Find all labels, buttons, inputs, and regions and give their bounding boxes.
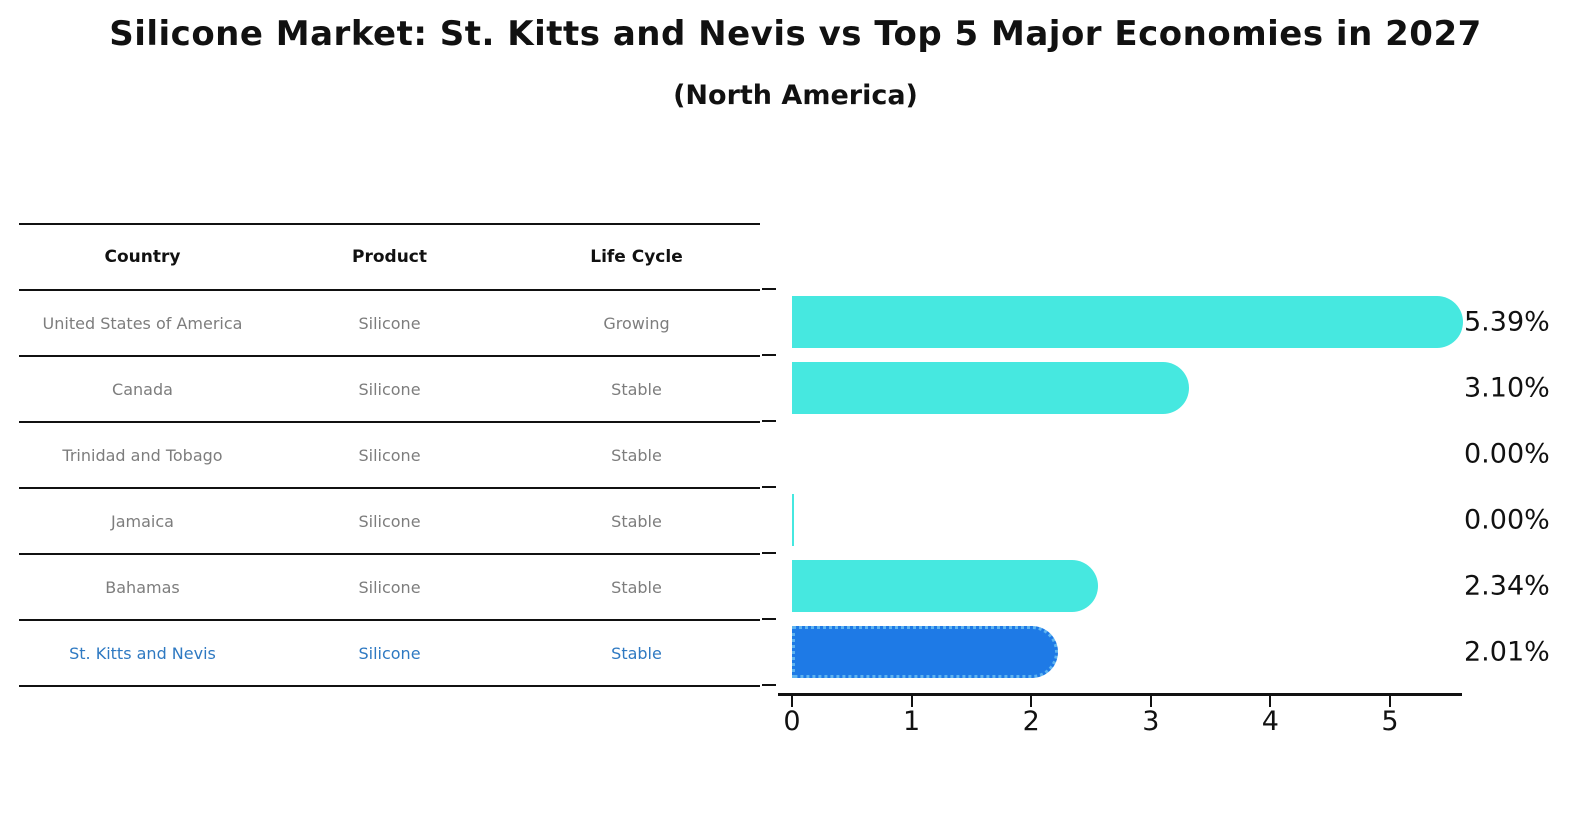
value-label: 5.39% (1464, 306, 1550, 338)
y-tick (762, 288, 776, 290)
value-label: 0.00% (1464, 504, 1550, 536)
value-label: 2.01% (1464, 636, 1550, 668)
highlight-bar (792, 626, 1058, 678)
column-header-country: Country (104, 247, 181, 267)
x-tick-label: 1 (903, 706, 921, 737)
x-tick (1030, 696, 1033, 707)
table-body: United States of America Silicone Growing C… (19, 291, 760, 687)
table-cell-product: Silicone (358, 379, 421, 399)
table-row: Bahamas Silicone Stable (19, 555, 760, 621)
table-row: Canada Silicone Stable (19, 357, 760, 423)
x-tick (1269, 696, 1272, 707)
x-tick-label: 2 (1022, 706, 1040, 737)
table-cell-life-cycle: Stable (611, 445, 662, 465)
table-cell-product: Silicone (358, 511, 421, 531)
chart-title: Silicone Market: St. Kitts and Nevis vs … (109, 14, 1482, 54)
table-cell-country: United States of America (42, 313, 243, 333)
column-header-product: Product (352, 247, 427, 267)
table-cell-country: Canada (112, 379, 173, 399)
x-tick (1389, 696, 1391, 707)
x-tick-label: 4 (1261, 706, 1279, 737)
table-cell-life-cycle: Stable (611, 511, 662, 531)
country-table: Country Product Life Cycle United States… (19, 223, 760, 687)
table-cell-country: Bahamas (105, 577, 180, 597)
column-header-life-cycle: Life Cycle (590, 247, 683, 267)
y-tick (762, 354, 776, 356)
x-tick-label: 5 (1381, 706, 1399, 737)
table-cell-life-cycle: Growing (603, 313, 670, 333)
table-cell-country: Trinidad and Tobago (62, 445, 223, 465)
x-tick (1149, 696, 1152, 707)
bar (792, 296, 1463, 348)
table-row: United States of America Silicone Growing (19, 291, 760, 357)
x-tick (791, 696, 793, 707)
bar (792, 494, 794, 546)
x-tick (910, 696, 913, 707)
y-tick (762, 486, 776, 488)
table-row: Trinidad and Tobago Silicone Stable (19, 423, 760, 489)
bar (792, 560, 1098, 612)
table-cell-country: Jamaica (111, 511, 174, 531)
table-cell-life-cycle: Stable (611, 643, 662, 663)
table-cell-product: Silicone (358, 445, 421, 465)
table-cell-life-cycle: Stable (611, 577, 662, 597)
table-cell-product: Silicone (358, 313, 421, 333)
value-label: 3.10% (1464, 372, 1550, 404)
chart-subtitle: (North America) (673, 80, 918, 111)
x-tick-label: 3 (1142, 706, 1160, 737)
x-axis-line (778, 693, 1462, 696)
y-tick (762, 420, 776, 422)
y-tick (762, 684, 776, 686)
value-label: 0.00% (1464, 438, 1550, 470)
table-header-row: Country Product Life Cycle (19, 225, 760, 291)
table-cell-life-cycle: Stable (611, 379, 662, 399)
y-tick (762, 552, 776, 554)
table-cell-country: St. Kitts and Nevis (69, 643, 216, 663)
value-label: 2.34% (1464, 570, 1550, 602)
table-row: Jamaica Silicone Stable (19, 489, 760, 555)
table-cell-product: Silicone (358, 577, 421, 597)
x-tick-label: 0 (783, 706, 801, 737)
bar (792, 362, 1189, 414)
table-cell-product: Silicone (358, 643, 421, 663)
table-row: St. Kitts and Nevis Silicone Stable (19, 621, 760, 687)
y-tick (762, 618, 776, 620)
